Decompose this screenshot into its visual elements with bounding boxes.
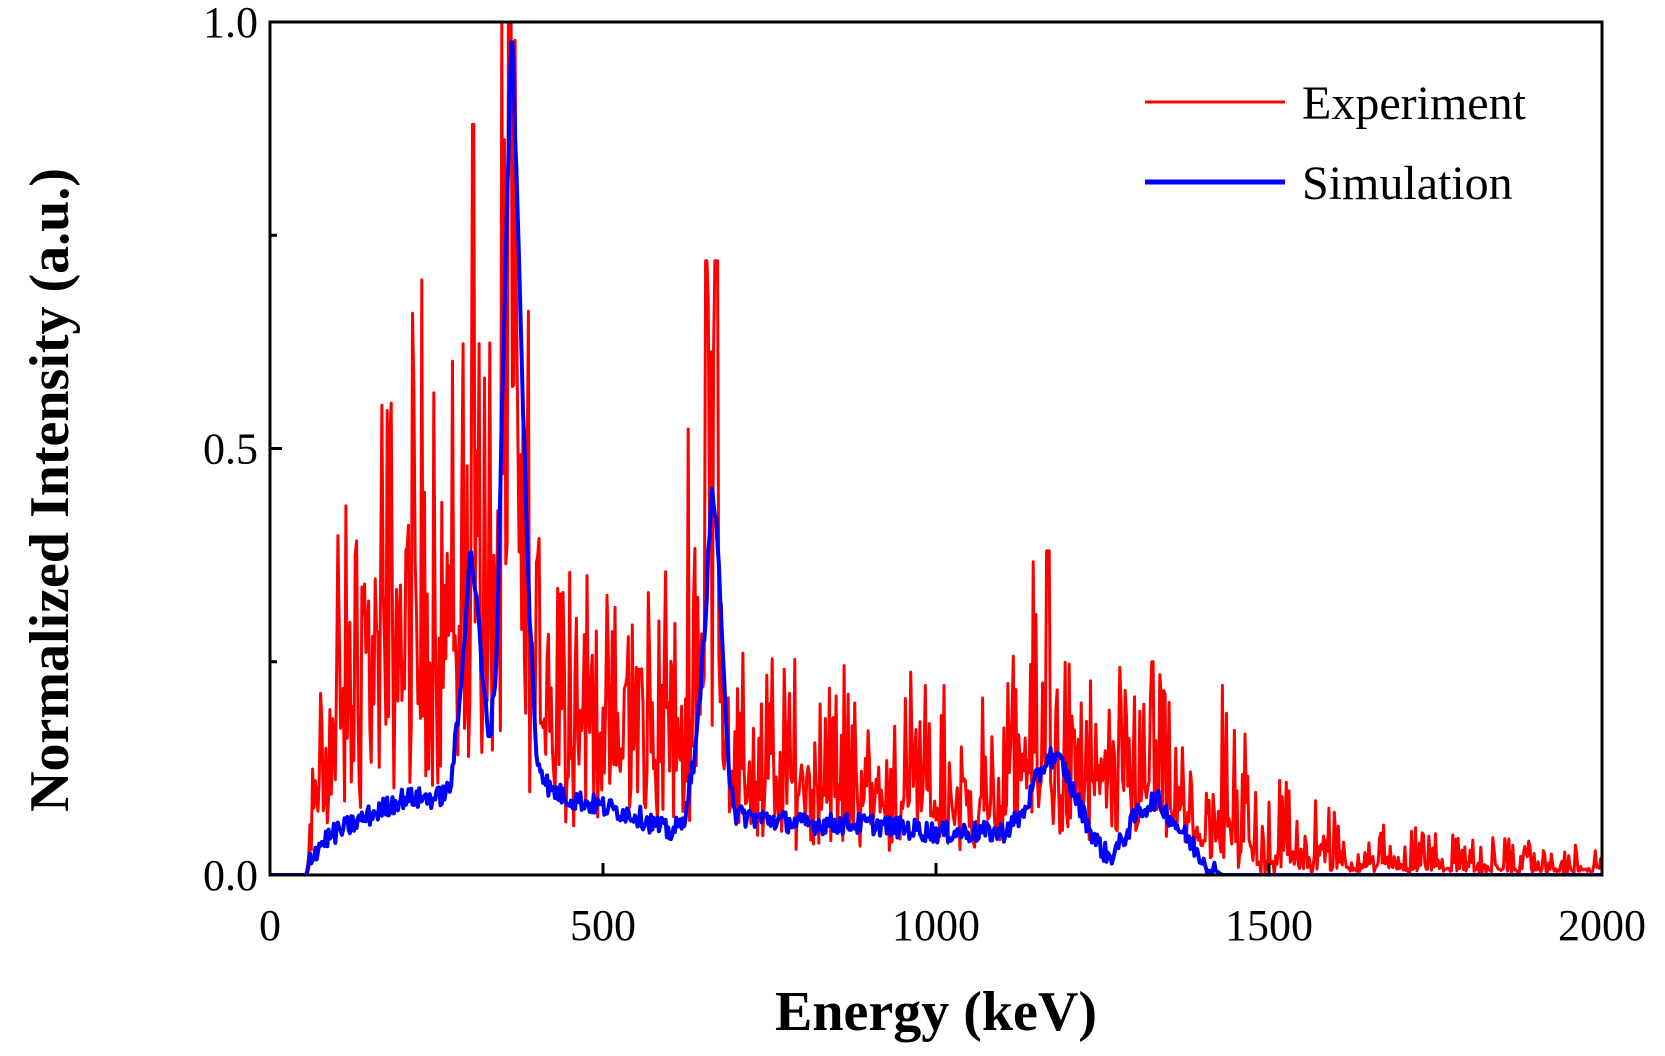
x-axis-title: Energy (keV) [775,981,1097,1043]
legend-label-simulation: Simulation [1302,157,1513,210]
y-tick-label: 0.5 [203,425,258,474]
y-tick-label: 0.0 [203,851,258,900]
series-group [270,22,1602,875]
x-tick-label: 1500 [1225,901,1313,950]
legend-label-experiment: Experiment [1302,77,1527,130]
series-line-experiment [270,22,1602,875]
y-axis-title: Normalized Intensity (a.u.) [19,168,81,812]
x-tick-label: 0 [259,901,281,950]
x-tick-label: 1000 [892,901,980,950]
series-line-simulation [270,40,1602,875]
y-tick-label: 1.0 [203,0,258,47]
x-tick-label: 500 [570,901,636,950]
axis-ticks: 0 500 1000 1500 2000 0.0 0.5 1.0 [203,0,1646,950]
x-tick-label: 2000 [1558,901,1646,950]
legend: Experiment Simulation [1145,77,1527,210]
